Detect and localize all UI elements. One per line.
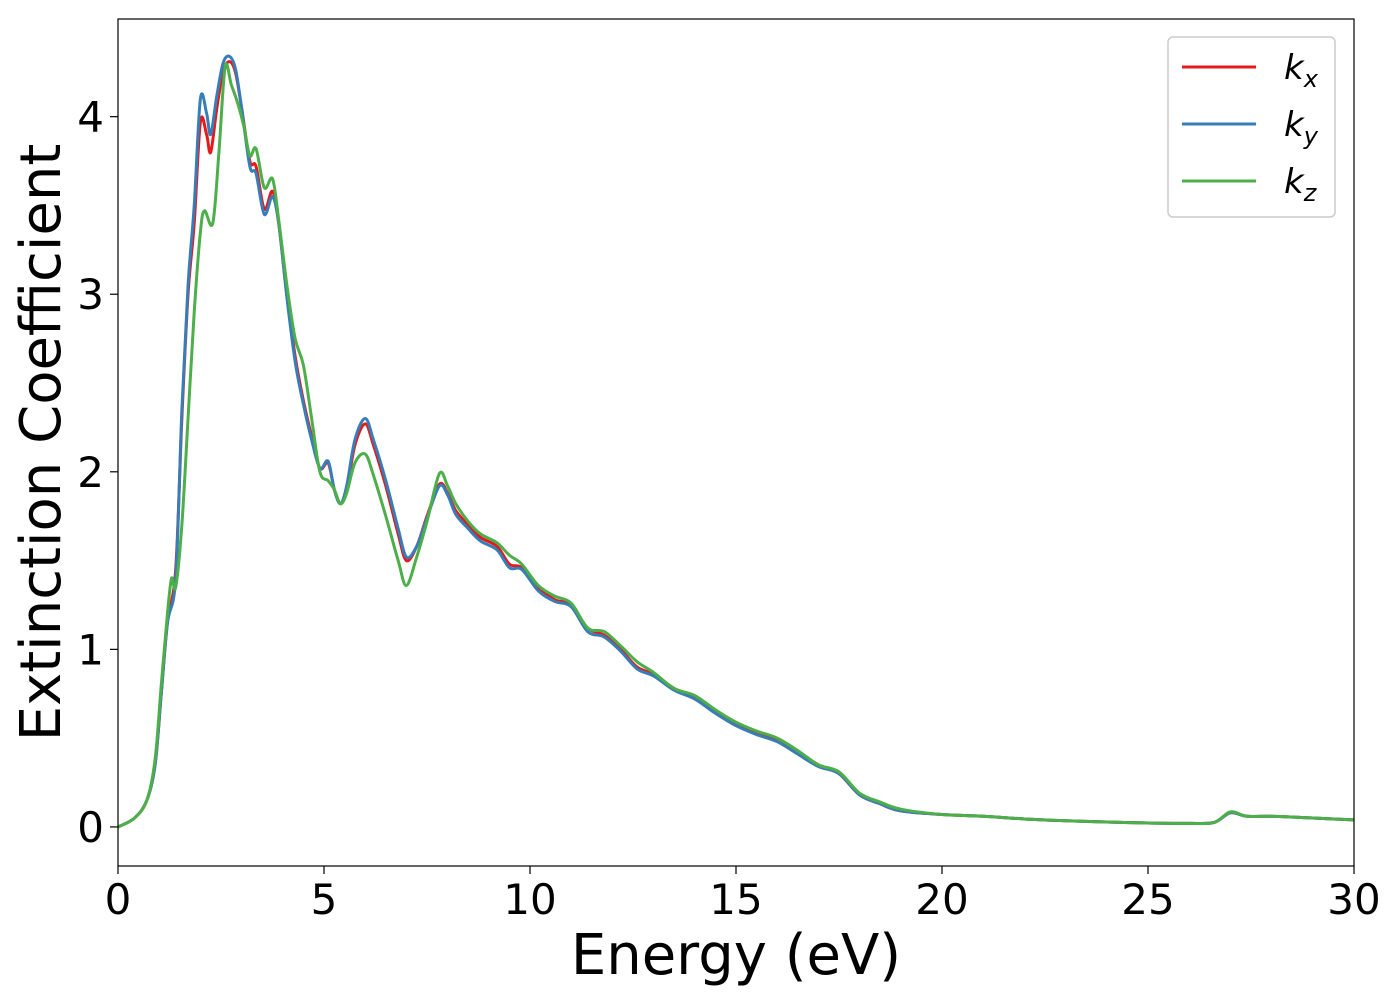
x-tick-label: 30: [1327, 875, 1380, 924]
y-tick-label: 1: [77, 625, 104, 674]
y-axis: 0 1 2 3 4: [77, 93, 118, 852]
x-tick-label: 0: [105, 875, 132, 924]
y-tick-label: 4: [77, 93, 104, 142]
x-tick-label: 25: [1121, 875, 1174, 924]
series-layer: [118, 54, 1354, 829]
legend: kx ky kz: [1167, 36, 1336, 218]
x-axis-title: Energy (eV): [571, 923, 901, 988]
x-tick-label: 15: [709, 875, 762, 924]
y-tick-label: 2: [77, 448, 104, 497]
x-axis: 0 5 10 15 20 25 30: [105, 866, 1381, 924]
legend-label-kx: kx: [1284, 48, 1319, 93]
legend-box: [1167, 36, 1336, 218]
legend-label-kz: kz: [1284, 162, 1318, 207]
x-tick-label: 5: [311, 875, 338, 924]
y-tick-label: 3: [77, 270, 104, 319]
y-tick-label: 0: [77, 803, 104, 852]
legend-label-ky: ky: [1284, 105, 1319, 150]
x-tick-label: 20: [915, 875, 968, 924]
y-axis-title: Extinction Coefficient: [9, 144, 74, 742]
series-line-kz: [118, 62, 1354, 829]
x-tick-label: 10: [503, 875, 556, 924]
